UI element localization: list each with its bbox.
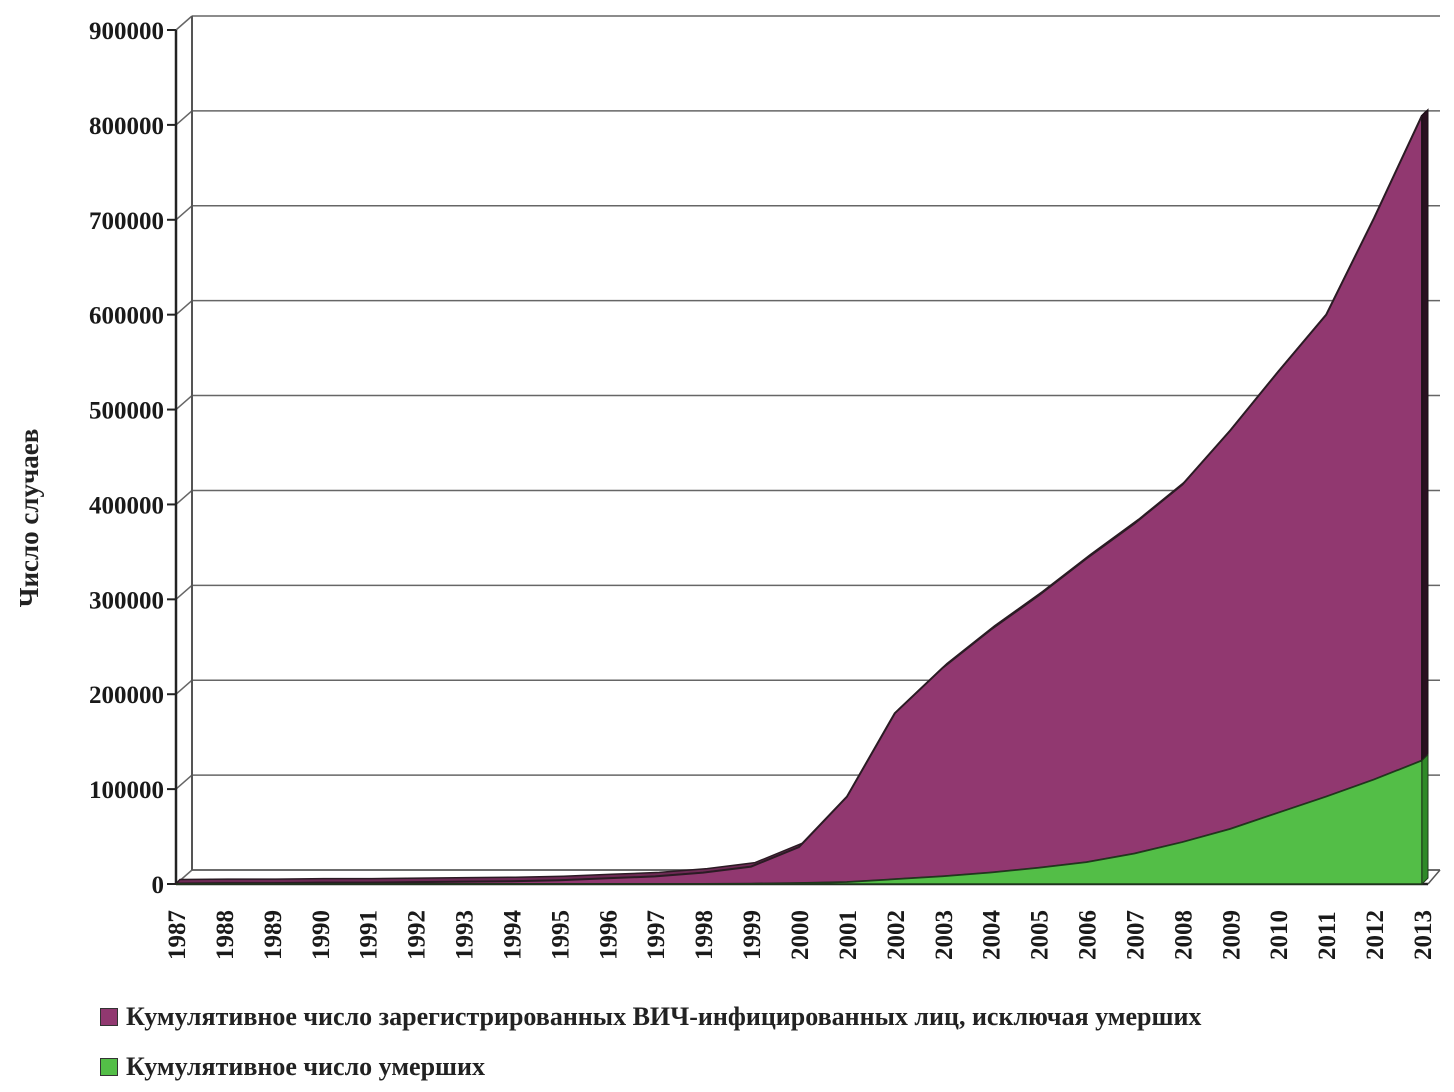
x-tick-label-1988: 1988 [212,910,239,960]
tick-labels: 0 100000 200000 300000 400000 500000 600000 700… [89,18,1437,960]
y-tick-label-300000: 300000 [89,587,164,614]
floor-right-edge [1427,869,1441,885]
x-tick-label-2007: 2007 [1123,910,1150,960]
y-tick-label-200000: 200000 [89,682,164,709]
y-tick-label-100000: 100000 [89,777,164,804]
y-tick-label-800000: 800000 [89,113,164,140]
x-tick-label-1995: 1995 [547,910,574,960]
x-tick-label-1990: 1990 [308,910,335,960]
x-tick-label-2010: 2010 [1266,910,1293,960]
x-tick-label-2005: 2005 [1027,910,1054,960]
gridline-depth-700000 [175,205,193,221]
x-tick-label-2006: 2006 [1075,910,1102,960]
gridline-depth-300000 [175,584,193,600]
x-tick-label-2012: 2012 [1362,910,1389,960]
gridline-depth-600000 [175,300,193,316]
x-tick-label-2008: 2008 [1170,910,1197,960]
y-tick-label-700000: 700000 [89,208,164,235]
legend-label-alive: Кумулятивное число зарегистрированных ВИ… [126,1002,1202,1031]
x-tick-label-1998: 1998 [691,910,718,960]
gridline-depth-900000 [175,15,193,31]
x-tick-label-1987: 1987 [164,910,191,960]
x-tick-label-2004: 2004 [979,910,1006,961]
gridline-depth-100000 [175,774,193,790]
gridline-depth-500000 [175,394,193,411]
series-deceased-side [1421,753,1429,886]
legend-label-deceased: Кумулятивное число умерших [126,1052,485,1081]
gridline-depth-200000 [175,679,193,695]
x-tick-label-1992: 1992 [404,910,431,960]
x-tick-label-2013: 2013 [1410,910,1437,960]
x-tick-label-1989: 1989 [260,910,287,960]
y-tick-label-400000: 400000 [89,492,164,519]
legend: Кумулятивное число зарегистрированных ВИ… [100,992,1201,1092]
legend-item-alive: Кумулятивное число зарегистрированных ВИ… [100,992,1201,1042]
x-tick-label-2001: 2001 [835,910,862,960]
gridline-depth-800000 [175,110,193,126]
plot-areas [174,108,1429,886]
x-tick-label-2002: 2002 [883,910,910,960]
x-tick-label-1991: 1991 [356,910,383,960]
series-hiv-side [1421,108,1429,762]
x-tick-label-2003: 2003 [931,910,958,960]
legend-item-deceased: Кумулятивное число умерших [100,1042,1201,1092]
y-tick-label-600000: 600000 [89,303,164,330]
x-tick-label-1994: 1994 [500,910,527,961]
gridline-depth-400000 [175,489,193,506]
x-tick-label-1999: 1999 [739,910,766,960]
y-tick-label-900000: 900000 [89,18,164,45]
series-hiv-area [175,114,1423,885]
x-tick-label-2011: 2011 [1314,911,1341,960]
legend-swatch-deceased [100,1058,118,1076]
x-tick-label-1997: 1997 [643,910,670,960]
x-tick-label-2009: 2009 [1218,910,1245,960]
legend-swatch-alive [100,1008,118,1026]
y-axis-title: Число случаев [14,429,44,608]
x-tick-label-1996: 1996 [595,910,622,960]
y-tick-label-0: 0 [152,872,165,899]
y-tick-label-500000: 500000 [89,398,164,425]
x-tick-label-1993: 1993 [452,910,479,960]
x-tick-label-2000: 2000 [787,910,814,960]
